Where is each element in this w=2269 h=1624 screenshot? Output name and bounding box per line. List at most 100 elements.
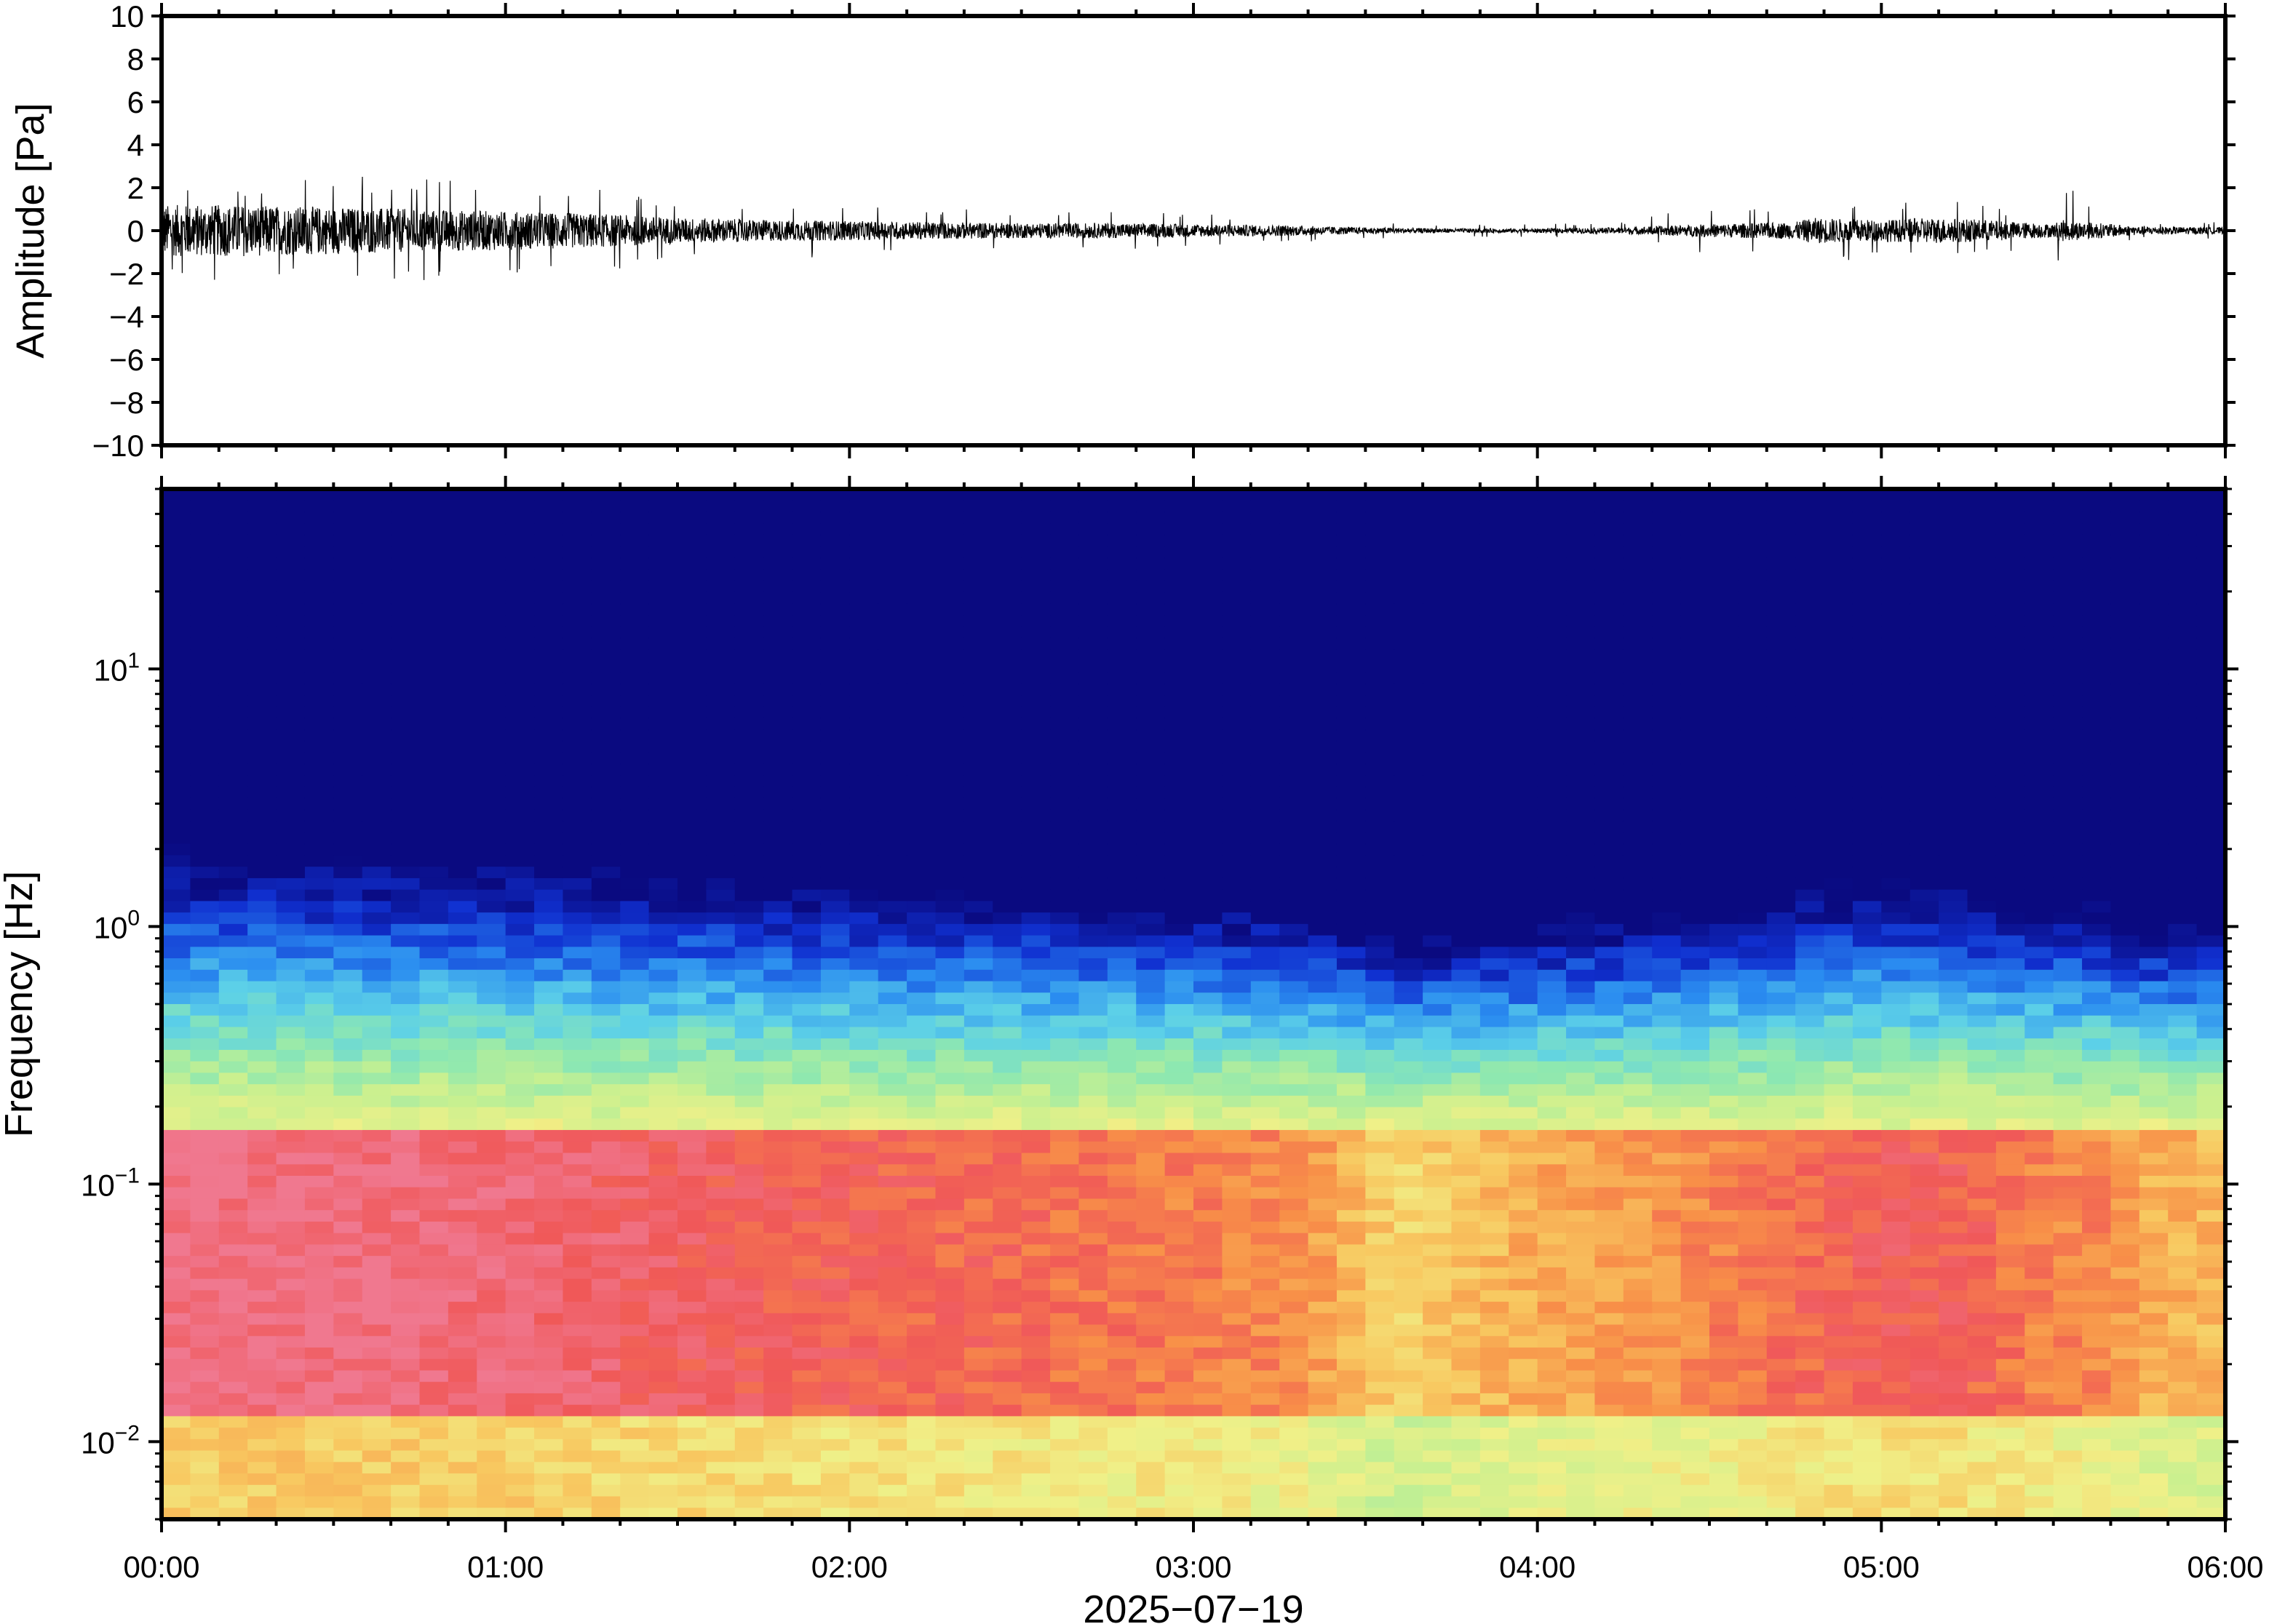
spectrogram-cell [734, 947, 764, 959]
spectrogram-cell [1164, 683, 1194, 696]
spectrogram-cell [993, 489, 1022, 501]
spectrogram-cell [1250, 512, 1280, 524]
spectrogram-cell [505, 615, 535, 627]
spectrogram-cell [1164, 706, 1194, 719]
spectrogram-cell [878, 534, 907, 547]
spectrogram-cell [1021, 603, 1051, 616]
spectrogram-cell [849, 1324, 879, 1337]
spectrogram-cell [1136, 557, 1166, 570]
spectrogram-cell [677, 1336, 707, 1348]
spectrogram-cell [218, 523, 248, 536]
spectrogram-cell [1451, 1348, 1481, 1360]
spectrogram-cell [1509, 947, 1538, 959]
spectrogram-cell [620, 947, 650, 959]
spectrogram-cell [1566, 1324, 1596, 1337]
spectrogram-cell [1107, 821, 1137, 833]
spectrogram-cell [448, 1462, 478, 1474]
spectrogram-cell [304, 1450, 335, 1463]
spectrogram-cell [1250, 603, 1280, 616]
spectrogram-cell [935, 763, 965, 776]
spectrogram-cell [391, 843, 421, 856]
spectrogram-cell [1451, 752, 1481, 765]
spectrogram-cell [1479, 1438, 1510, 1452]
spectrogram-cell [1509, 637, 1538, 650]
spectrogram-cell [1021, 1233, 1051, 1246]
spectrogram-cell [1222, 923, 1252, 936]
spectrogram-cell [763, 1164, 793, 1177]
spectrogram-cell [276, 1187, 306, 1200]
spectrogram-cell [1680, 1256, 1710, 1268]
spectrogram-cell [505, 1358, 535, 1372]
spectrogram-cell [1479, 1278, 1510, 1291]
spectrogram-cell [591, 867, 621, 879]
spectrogram-cell [935, 1072, 965, 1085]
spectrogram-cell [1279, 1198, 1309, 1211]
spectrogram-cell [1193, 958, 1223, 971]
spectrogram-cell [1021, 1221, 1051, 1234]
spectrogram-cell [1279, 615, 1309, 627]
spectrogram-cell [1365, 512, 1395, 524]
spectrogram-cell [362, 523, 392, 536]
spectrogram-cell [792, 672, 822, 685]
spectrogram-cell [190, 1302, 220, 1314]
spectrogram-cell [218, 1084, 248, 1096]
spectrogram-cell [505, 1027, 535, 1039]
spectrogram-cell [190, 832, 220, 845]
spectrogram-cell [1250, 1141, 1280, 1154]
spectrogram-cell [763, 1313, 793, 1326]
spectrogram-cell [534, 992, 564, 1005]
spectrogram-cell [1423, 1438, 1453, 1452]
spectrogram-cell [620, 809, 650, 822]
spectrogram-cell [1680, 809, 1710, 822]
spectrogram-cell [477, 1256, 506, 1268]
spectrogram-cell [1451, 1393, 1481, 1406]
spectrogram-cell [1479, 717, 1510, 731]
spectrogram-cell [1537, 1153, 1567, 1166]
spectrogram-cell [677, 1450, 707, 1463]
spectrogram-cell [935, 1176, 965, 1188]
spectrogram-cell [218, 843, 248, 856]
spectrogram-cell [247, 1015, 277, 1028]
spectrogram-cell [162, 935, 191, 948]
spectrogram-cell [878, 717, 907, 731]
spectrogram-cell [963, 763, 994, 776]
spectrogram-cell [162, 1107, 191, 1120]
spectrogram-cell [1652, 1313, 1682, 1326]
spectrogram-cell [1680, 1141, 1710, 1154]
spectrogram-cell [419, 729, 449, 741]
spectrogram-cell [1021, 969, 1051, 982]
spectrogram-cell [1509, 729, 1538, 741]
spectrogram-cell [1021, 546, 1051, 559]
spectrogram-cell [963, 1404, 994, 1417]
spectrogram-cell [1394, 1267, 1423, 1280]
spectrogram-cell [1423, 992, 1453, 1005]
spectrogram-cell [1594, 797, 1624, 811]
spectrogram-cell [963, 557, 994, 570]
spectrogram-cell [563, 1027, 592, 1039]
spectrogram-cell [477, 1107, 506, 1120]
spectrogram-cell [362, 1210, 392, 1222]
spectrogram-cell [1021, 706, 1051, 719]
spectrogram-cell [1336, 695, 1367, 707]
spectrogram-cell [218, 1370, 248, 1382]
spectrogram-cell [1623, 580, 1653, 593]
spectrogram-cell [1021, 763, 1051, 776]
spectrogram-cell [1050, 729, 1080, 741]
spectrogram-cell [820, 1130, 851, 1142]
spectrogram-cell [1164, 1267, 1194, 1280]
spectrogram-cell [1250, 1256, 1280, 1268]
spectrogram-cell [1623, 706, 1653, 719]
spectrogram-cell [1537, 1095, 1567, 1108]
spectrogram-cell [935, 695, 965, 707]
spectrogram-cell [563, 717, 592, 731]
spectrogram-cell [1680, 489, 1710, 501]
spectrogram-cell [190, 958, 220, 971]
spectrogram-cell [1193, 489, 1223, 501]
spectrogram-cell [419, 717, 449, 731]
spectrogram-cell [1566, 901, 1596, 913]
spectrogram-cell [1164, 1072, 1194, 1085]
spectrogram-cell [419, 512, 449, 524]
spectrogram-cell [1107, 626, 1137, 639]
spectrogram-cell [792, 775, 822, 787]
